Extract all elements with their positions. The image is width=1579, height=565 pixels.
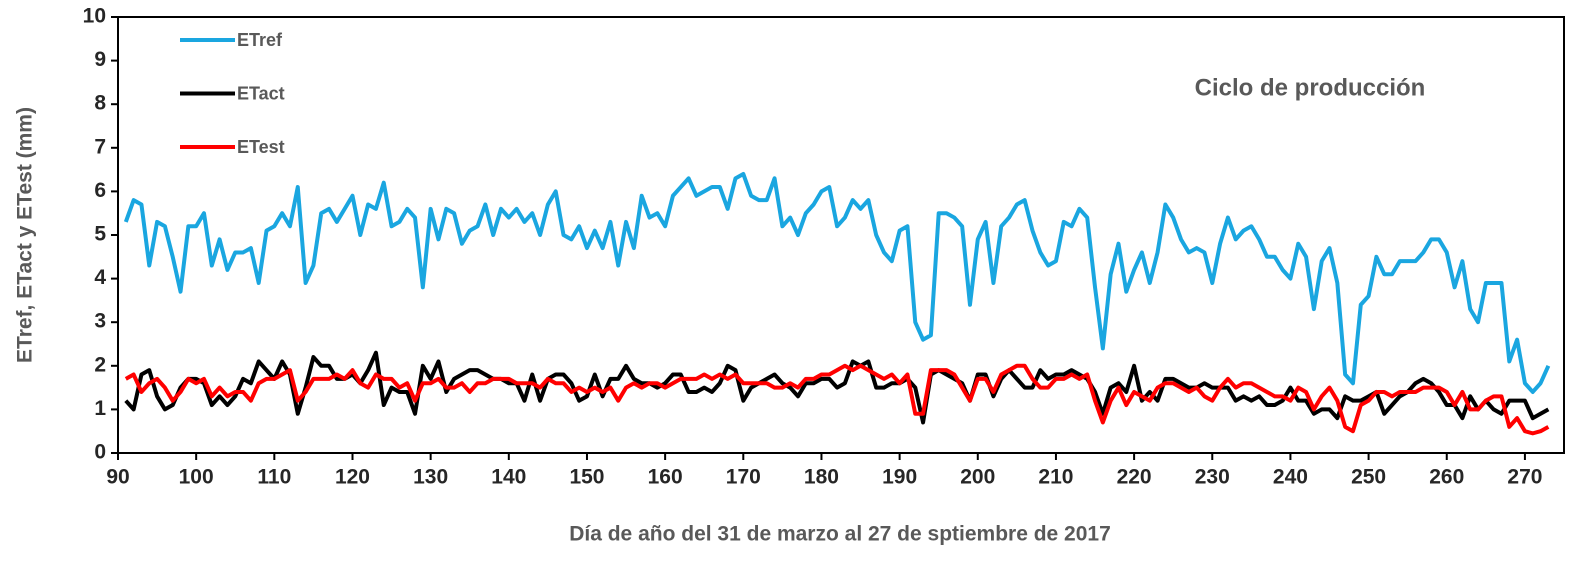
x-tick-label: 160 — [648, 466, 683, 489]
x-tick-label: 150 — [569, 466, 604, 489]
plot-frame — [117, 16, 1565, 454]
x-tick-label: 270 — [1507, 466, 1542, 489]
y-tick-label: 6 — [94, 179, 106, 202]
y-axis-label: ETref, ETact y ETest (mm) — [14, 107, 37, 363]
y-tick-label: 2 — [94, 353, 106, 376]
y-tick-label: 7 — [94, 135, 106, 158]
x-tick-label: 200 — [960, 466, 995, 489]
series-line — [124, 363, 1550, 436]
series-line — [123, 171, 1551, 394]
x-tick-label: 120 — [335, 466, 370, 489]
x-tick-label: 220 — [1117, 466, 1152, 489]
x-tick-label: 210 — [1038, 466, 1073, 489]
x-tick-label: 190 — [882, 466, 917, 489]
y-tick-label: 3 — [94, 310, 106, 333]
x-tick-label: 130 — [413, 466, 448, 489]
y-tick-label: 4 — [94, 266, 106, 289]
x-tick-label: 180 — [804, 466, 839, 489]
x-tick-label: 170 — [726, 466, 761, 489]
x-tick-label: 140 — [491, 466, 526, 489]
y-tick-label: 5 — [94, 223, 106, 246]
x-tick-label: 100 — [179, 466, 214, 489]
y-tick-label: 8 — [94, 92, 106, 115]
x-tick-label: 90 — [106, 466, 129, 489]
legend-label: ETact — [237, 83, 285, 103]
y-tick-label: 9 — [94, 48, 106, 71]
y-tick-label: 10 — [83, 5, 106, 28]
series-line — [124, 350, 1550, 425]
x-tick-label: 240 — [1273, 466, 1308, 489]
annotation: Ciclo de producción — [1195, 74, 1426, 101]
x-tick-label: 110 — [257, 466, 291, 489]
x-tick-label: 230 — [1195, 466, 1230, 489]
x-tick-label: 260 — [1429, 466, 1464, 489]
y-tick-label: 1 — [94, 397, 106, 420]
legend-label: ETest — [237, 137, 285, 157]
x-tick-label: 250 — [1351, 466, 1386, 489]
legend-label: ETref — [237, 30, 283, 50]
x-axis-label: Día de año del 31 de marzo al 27 de spti… — [569, 523, 1111, 546]
y-tick-label: 0 — [94, 441, 106, 464]
